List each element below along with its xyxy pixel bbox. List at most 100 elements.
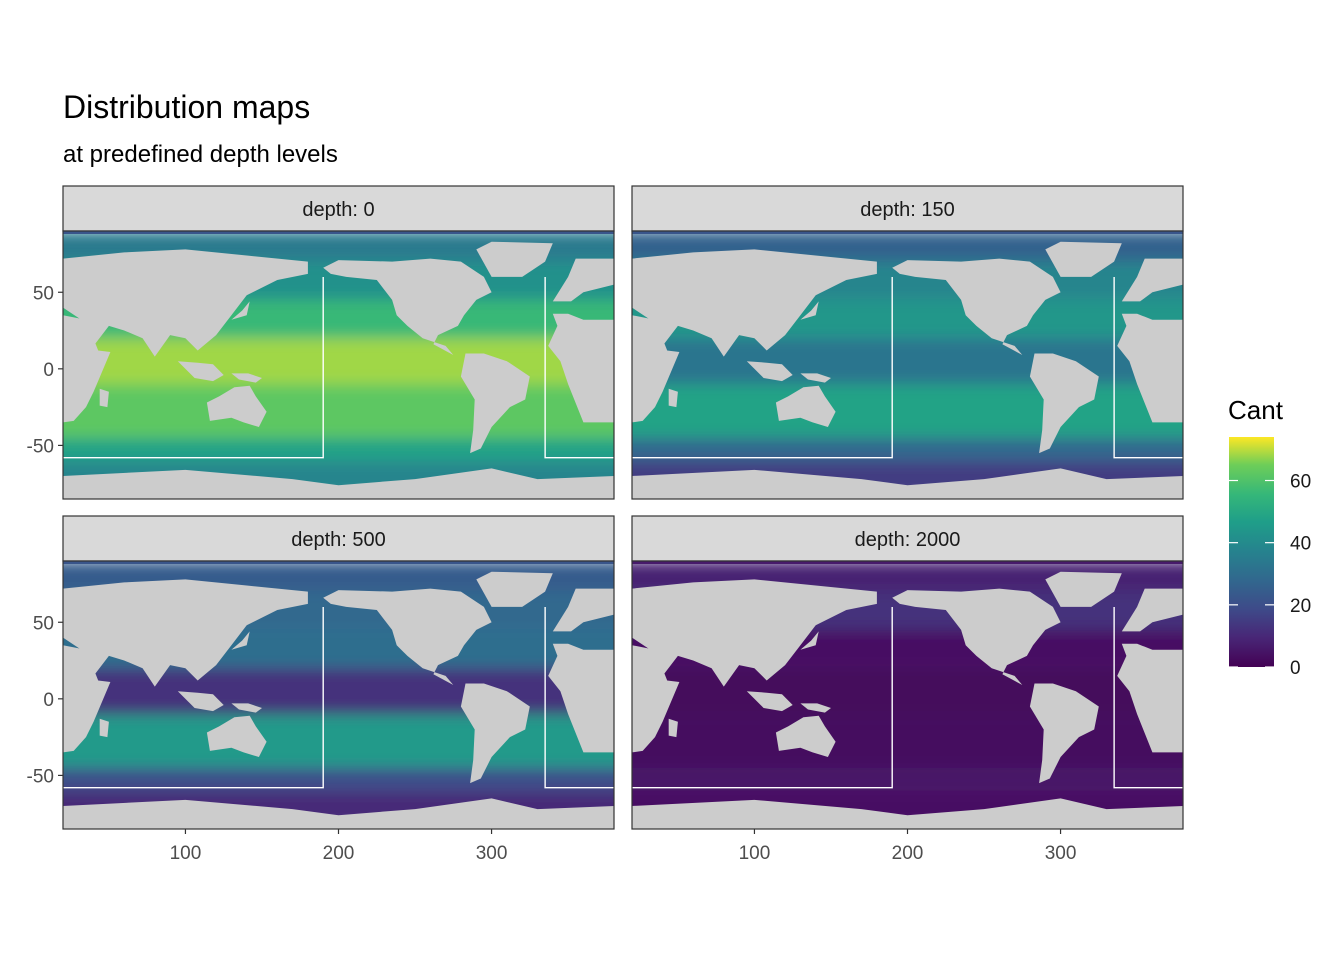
land-polygon xyxy=(552,258,614,302)
land-polygon xyxy=(1143,610,1156,623)
land-polygon xyxy=(231,703,262,713)
land-masses xyxy=(63,241,614,499)
legend-title: Cant xyxy=(1228,395,1284,425)
land-polygon xyxy=(177,691,224,712)
y-tick-label: 0 xyxy=(43,360,54,381)
legend-tick-label: 0 xyxy=(1290,658,1301,679)
region-box-west xyxy=(63,606,324,789)
land-polygon xyxy=(231,301,250,320)
land-polygon xyxy=(231,373,262,383)
region-box-west xyxy=(632,606,893,789)
x-tick-label: 200 xyxy=(323,843,355,864)
land-polygon xyxy=(800,631,819,650)
land-polygon xyxy=(1029,683,1099,784)
land-polygon xyxy=(1117,313,1183,423)
land-polygon xyxy=(775,715,836,757)
x-tick-label: 300 xyxy=(476,843,508,864)
facet-panel-500: depth: 500 xyxy=(62,515,615,830)
facet-strip xyxy=(631,185,1184,232)
chart-title: Distribution maps xyxy=(63,89,310,125)
colorbar xyxy=(1229,437,1274,667)
land-polygon xyxy=(63,645,111,753)
facet-strip-label: depth: 500 xyxy=(291,529,386,551)
region-box-east xyxy=(1113,606,1183,789)
x-tick-label: 200 xyxy=(892,843,924,864)
facet-panels: depth: 0 depth: 150 depth: 500 depth: 2000 xyxy=(62,185,1184,830)
land-polygon xyxy=(892,588,1061,685)
ocean-field xyxy=(632,231,1183,499)
legend-tick-label: 60 xyxy=(1290,472,1311,493)
land-polygon xyxy=(548,643,614,753)
region-box xyxy=(632,276,1183,459)
legend: Cant 0 20 40 60 xyxy=(1228,395,1311,679)
land-polygon xyxy=(177,361,224,382)
land-polygon xyxy=(206,385,267,427)
region-box xyxy=(63,606,614,789)
ocean-field xyxy=(63,561,614,829)
land-polygon xyxy=(63,579,308,687)
land-polygon xyxy=(632,468,1183,499)
land-polygon xyxy=(323,258,492,355)
facet-strip xyxy=(62,185,615,232)
region-box-west xyxy=(632,276,893,459)
land-polygon xyxy=(746,691,793,712)
facet-strip-label: depth: 0 xyxy=(302,199,374,221)
y-tick-label: 50 xyxy=(33,283,54,304)
legend-ticks: 0 20 40 60 xyxy=(1229,472,1311,679)
y-tick-label: -50 xyxy=(27,766,54,787)
land-polygon xyxy=(63,798,614,829)
region-box-east xyxy=(1113,276,1183,459)
land-polygon xyxy=(746,361,793,382)
land-polygon xyxy=(668,718,678,738)
land-polygon xyxy=(231,631,250,650)
arctic-band xyxy=(632,561,1183,564)
land-polygon xyxy=(476,571,553,607)
land-masses xyxy=(632,241,1183,499)
x-tick-label: 300 xyxy=(1045,843,1077,864)
land-polygon xyxy=(1045,571,1122,607)
x-tick-label: 100 xyxy=(170,843,202,864)
land-polygon xyxy=(476,241,553,277)
panel-border xyxy=(62,230,615,500)
land-polygon xyxy=(800,703,831,713)
legend-tick-label: 20 xyxy=(1290,596,1311,617)
land-polygon xyxy=(800,301,819,320)
chart-subtitle: at predefined depth levels xyxy=(63,141,338,168)
land-polygon xyxy=(574,280,587,293)
land-polygon xyxy=(206,715,267,757)
land-polygon xyxy=(1121,258,1183,302)
x-tick-label: 100 xyxy=(739,843,771,864)
region-box-east xyxy=(544,276,614,459)
facet-panel-2000: depth: 2000 xyxy=(631,515,1184,830)
land-polygon xyxy=(63,315,111,423)
land-polygon xyxy=(460,683,530,784)
land-polygon xyxy=(323,588,492,685)
land-polygon xyxy=(632,579,877,687)
facet-strip xyxy=(62,515,615,562)
land-polygon xyxy=(552,588,614,632)
land-polygon xyxy=(632,315,680,423)
y-tick-label: 0 xyxy=(43,690,54,711)
land-polygon xyxy=(63,249,308,357)
arctic-band xyxy=(632,231,1183,234)
facet-strip-label: depth: 2000 xyxy=(855,529,961,551)
ocean-field xyxy=(632,561,1183,829)
region-box-west xyxy=(63,276,324,459)
y-tick-label: -50 xyxy=(27,436,54,457)
legend-tick-label: 40 xyxy=(1290,534,1311,555)
facet-panel-150: depth: 150 xyxy=(631,185,1184,500)
land-polygon xyxy=(460,353,530,454)
region-box xyxy=(632,606,1183,789)
land-polygon xyxy=(668,388,678,408)
land-polygon xyxy=(1117,643,1183,753)
land-polygon xyxy=(632,645,680,753)
panel-border xyxy=(631,230,1184,500)
land-polygon xyxy=(548,313,614,423)
land-polygon xyxy=(632,249,877,357)
land-polygon xyxy=(800,373,831,383)
arctic-band xyxy=(63,231,614,234)
axes: 50 0 -50 50 0 -50 100 200 300 100 200 300 xyxy=(27,283,1077,864)
land-polygon xyxy=(775,385,836,427)
land-polygon xyxy=(1121,588,1183,632)
